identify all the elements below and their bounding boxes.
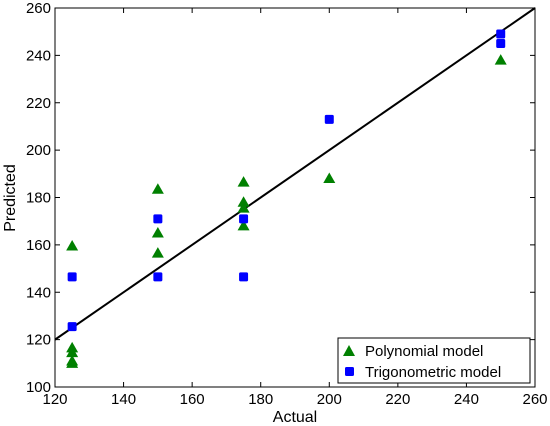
point-polynomial-model [237,219,250,231]
legend-box [337,337,531,384]
y-tick-label: 160 [26,237,51,254]
x-tick-label: 220 [385,391,410,408]
point-polynomial-model [237,202,250,213]
point-trigonometric-model [496,29,506,39]
legend: Polynomial model Trigonometric model [337,337,531,384]
point-polynomial-model [494,54,507,65]
point-trigonometric-model [67,322,77,332]
point-polynomial-model [66,240,79,251]
y-tick-label: 180 [26,190,51,207]
point-trigonometric-model [239,272,249,282]
y-tick-label: 120 [26,332,51,349]
plot-area [55,8,535,387]
y-tick-label: 100 [26,379,51,396]
point-polynomial-model [323,172,336,184]
point-polynomial-model [151,227,164,238]
y-tick-label: 140 [26,284,51,301]
points-layer [66,29,507,368]
point-polynomial-model [237,196,250,207]
x-tick-label: 240 [454,391,479,408]
point-polynomial-model [151,247,164,258]
y-tick-label: 240 [26,47,51,64]
point-polynomial-model [66,357,79,368]
point-trigonometric-model [153,214,163,224]
x-tick-label: 200 [317,391,342,408]
point-polynomial-model [151,183,164,194]
point-trigonometric-model [239,214,249,224]
point-trigonometric-model [67,272,77,282]
y-tick-label: 220 [26,95,51,112]
legend-marker-polynomial [343,345,355,356]
point-trigonometric-model [324,114,334,124]
y-axis-label: Predicted [2,164,19,232]
point-polynomial-model [237,176,250,187]
point-trigonometric-model [496,39,506,49]
plot-frame [54,7,536,388]
y-tick-label: 260 [26,0,51,17]
point-polynomial-model [66,346,79,358]
reference-line-layer [54,7,536,341]
legend-label-trigonometric: Trigonometric model [365,364,501,381]
x-tick-label: 180 [248,391,273,408]
x-axis-label: Actual [273,409,317,426]
x-tick-label: 120 [42,391,67,408]
reference-line [54,7,536,341]
y-tick-label: 200 [26,142,51,159]
x-tick-label: 140 [111,391,136,408]
x-tick-label: 260 [522,391,547,408]
ticks-layer: 120 140 160 180 200 220 240 2601001201401601802… [26,0,548,408]
x-tick-label: 160 [180,391,205,408]
point-trigonometric-model [153,272,163,282]
legend-marker-trigonometric [345,367,354,376]
legend-label-polynomial: Polynomial model [365,343,483,360]
